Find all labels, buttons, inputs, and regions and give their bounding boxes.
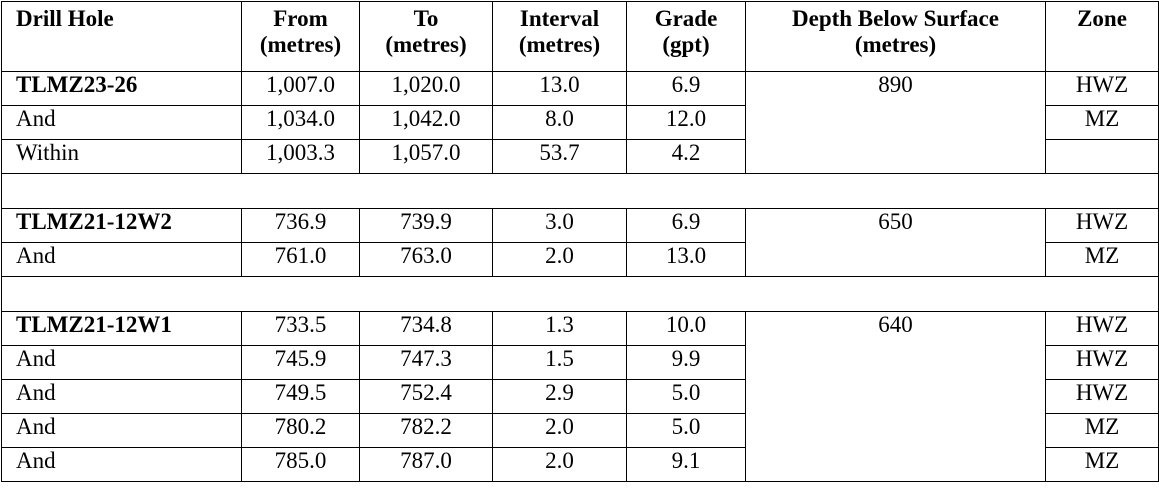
interval-cell: 53.7 [492,139,627,174]
grade-cell: 9.1 [626,447,746,482]
to-cell: 1,020.0 [359,71,493,106]
header-interval-line2: (metres) [518,32,601,58]
header-to-line1: To [413,6,439,31]
header-drill-hole: Drill Hole [1,1,242,72]
spacer-cell [1,173,1159,209]
from-cell: 1,003.3 [241,139,360,174]
interval-cell: 2.0 [492,413,627,448]
header-interval-line1: Interval [519,6,600,31]
from-cell: 785.0 [241,447,360,482]
from-cell: 745.9 [241,345,360,380]
drill-hole-cell: And [1,345,242,380]
header-grade-line2: (gpt) [662,32,710,58]
to-cell: 1,042.0 [359,105,493,140]
from-cell: 1,034.0 [241,105,360,140]
to-cell: 752.4 [359,379,493,414]
depth-cell: 650 [745,208,1046,277]
to-cell: 1,057.0 [359,139,493,174]
to-cell: 787.0 [359,447,493,482]
zone-cell: HWZ [1045,345,1159,380]
depth-cell: 640 [745,311,1046,482]
drill-hole-cell: TLMZ21-12W2 [1,208,242,243]
header-drill-hole-label: Drill Hole [16,6,114,31]
grade-cell: 5.0 [626,379,746,414]
from-cell: 736.9 [241,208,360,243]
header-to: To (metres) [359,1,493,72]
drill-results-table: Drill Hole From (metres) To (metres) Int… [1,1,1159,482]
header-from-line2: (metres) [259,32,342,58]
zone-cell: HWZ [1045,379,1159,414]
table-row: And 749.5 752.4 2.9 5.0 HWZ [1,379,1159,414]
to-cell: 734.8 [359,311,493,346]
to-cell: 763.0 [359,242,493,277]
table-row: And 780.2 782.2 2.0 5.0 MZ [1,413,1159,448]
from-cell: 733.5 [241,311,360,346]
drill-hole-cell: Within [1,139,242,174]
interval-cell: 13.0 [492,71,627,106]
grade-cell: 10.0 [626,311,746,346]
header-grade-line1: Grade [654,6,718,31]
drill-hole-cell: And [1,379,242,414]
depth-cell: 890 [745,71,1046,174]
from-cell: 1,007.0 [241,71,360,106]
zone-cell: MZ [1045,105,1159,140]
to-cell: 747.3 [359,345,493,380]
from-cell: 749.5 [241,379,360,414]
interval-cell: 3.0 [492,208,627,243]
grade-cell: 9.9 [626,345,746,380]
drill-hole-cell: And [1,447,242,482]
table-row: And 761.0 763.0 2.0 13.0 MZ [1,242,1159,277]
interval-cell: 1.5 [492,345,627,380]
header-zone: Zone [1045,1,1159,72]
drill-hole-cell: And [1,413,242,448]
interval-cell: 2.0 [492,242,627,277]
header-depth-line1: Depth Below Surface [792,6,999,31]
zone-cell [1045,139,1159,174]
header-from: From (metres) [241,1,360,72]
interval-cell: 1.3 [492,311,627,346]
grade-cell: 13.0 [626,242,746,277]
zone-cell: HWZ [1045,311,1159,346]
drill-hole-cell: And [1,105,242,140]
zone-cell: HWZ [1045,208,1159,243]
header-depth: Depth Below Surface (metres) [745,1,1046,72]
table-row: TLMZ23-26 1,007.0 1,020.0 13.0 6.9 890 H… [1,71,1159,174]
interval-cell: 2.9 [492,379,627,414]
header-interval: Interval (metres) [492,1,627,72]
grade-cell: 4.2 [626,139,746,174]
interval-cell: 2.0 [492,447,627,482]
spacer-cell [1,276,1159,312]
table-row: TLMZ21-12W2 736.9 739.9 3.0 6.9 650 HWZ [1,208,1159,277]
spacer-row [1,276,1159,312]
zone-cell: HWZ [1045,71,1159,106]
zone-cell: MZ [1045,242,1159,277]
interval-cell: 8.0 [492,105,627,140]
header-row: Drill Hole From (metres) To (metres) Int… [1,1,1159,72]
drill-hole-cell: TLMZ23-26 [1,71,242,106]
table-row: TLMZ21-12W1 733.5 734.8 1.3 10.0 640 HWZ [1,311,1159,482]
table-row: And 785.0 787.0 2.0 9.1 MZ [1,447,1159,482]
spacer-row [1,173,1159,209]
grade-cell: 6.9 [626,208,746,243]
header-grade: Grade (gpt) [626,1,746,72]
drill-hole-cell: And [1,242,242,277]
zone-cell: MZ [1045,447,1159,482]
to-cell: 782.2 [359,413,493,448]
table-row: And 745.9 747.3 1.5 9.9 HWZ [1,345,1159,380]
drill-hole-cell: TLMZ21-12W1 [1,311,242,346]
grade-cell: 12.0 [626,105,746,140]
header-zone-label: Zone [1077,6,1127,31]
header-depth-line2: (metres) [854,32,937,58]
grade-cell: 5.0 [626,413,746,448]
header-from-line1: From [273,6,328,31]
to-cell: 739.9 [359,208,493,243]
from-cell: 780.2 [241,413,360,448]
grade-cell: 6.9 [626,71,746,106]
from-cell: 761.0 [241,242,360,277]
header-to-line2: (metres) [385,32,467,58]
zone-cell: MZ [1045,413,1159,448]
